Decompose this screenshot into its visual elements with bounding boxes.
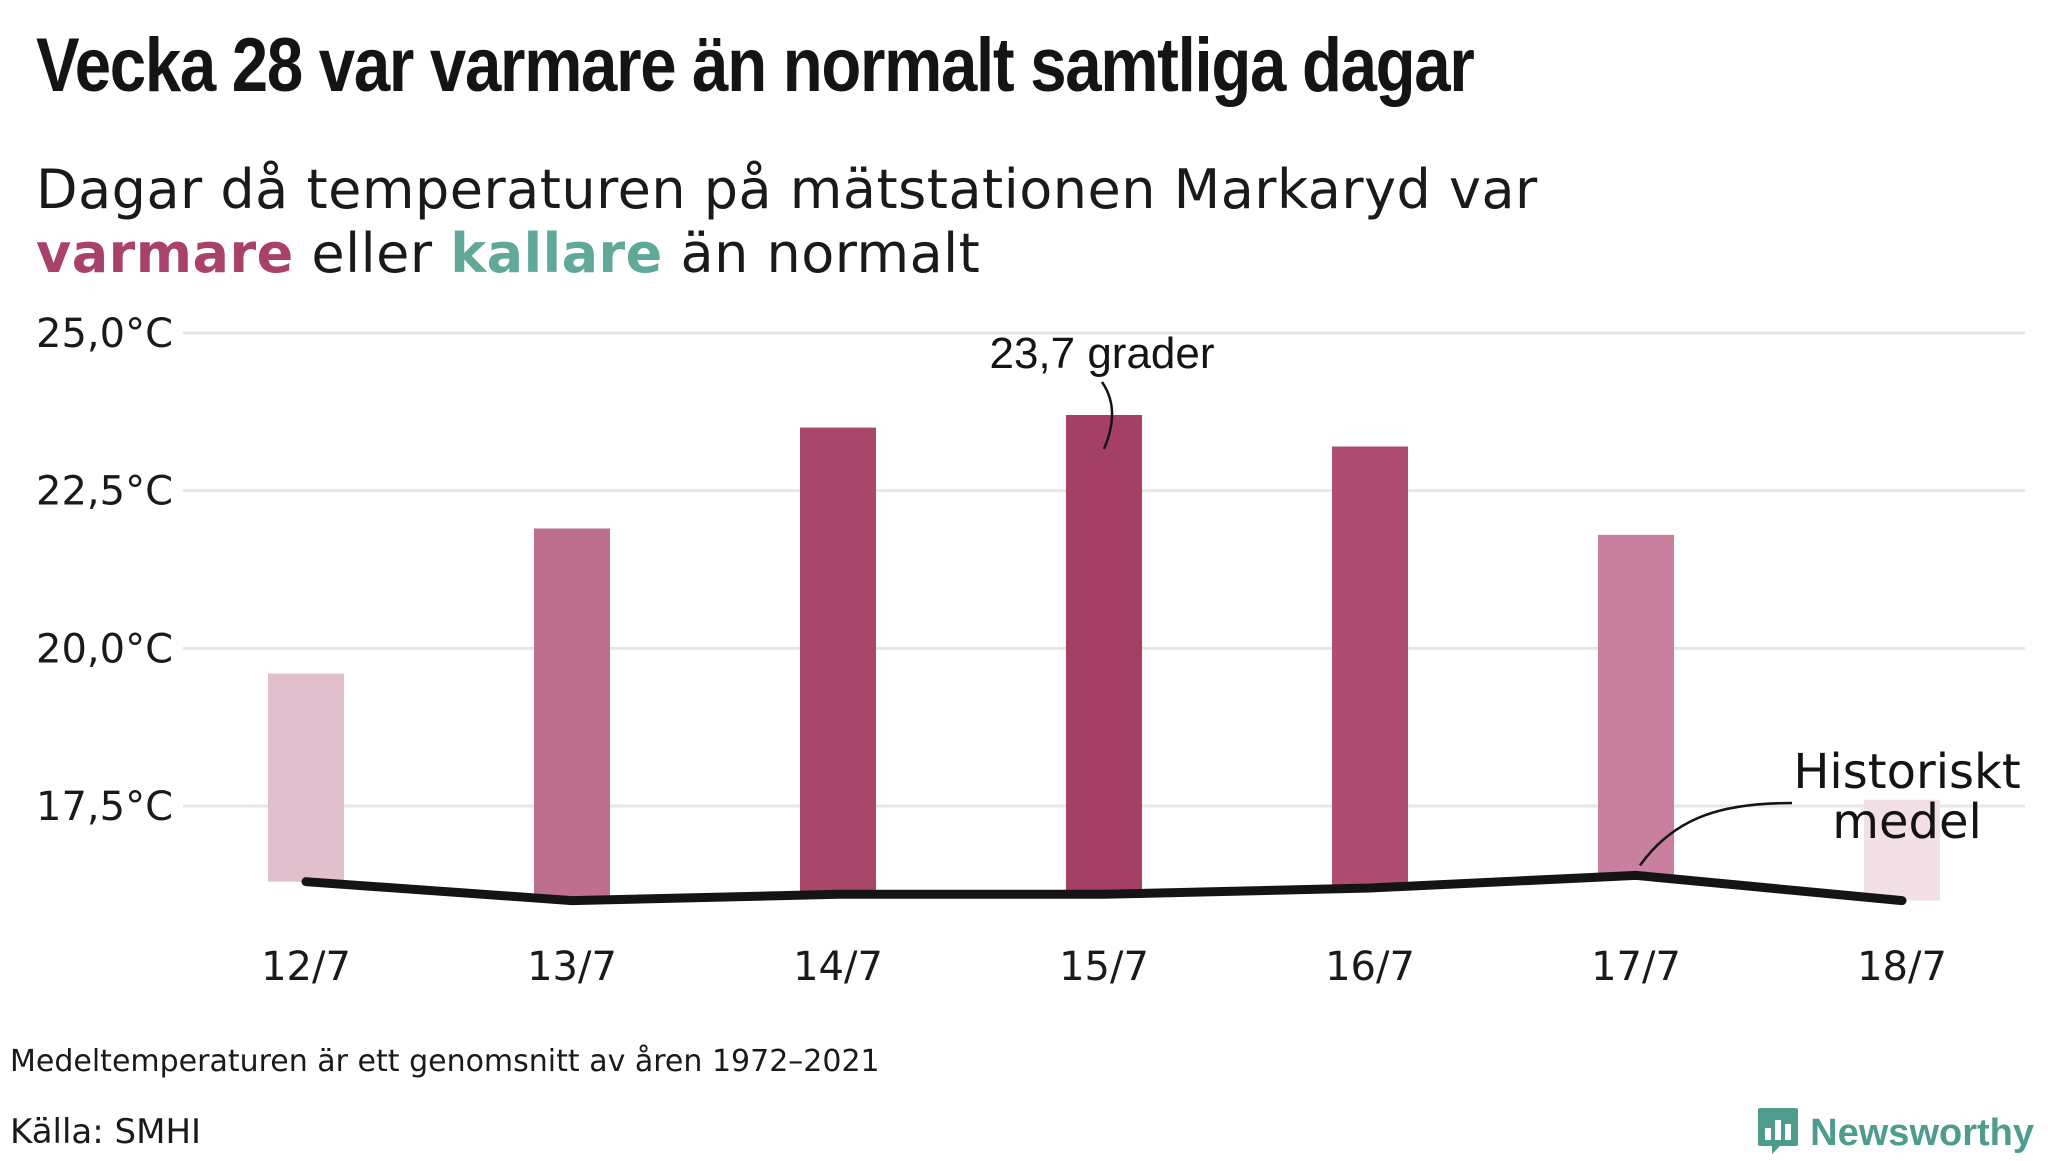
subtitle-line-2: varmare eller kallare än normalt	[36, 222, 1538, 286]
source-label: Källa: SMHI	[10, 1112, 202, 1152]
footnote: Medeltemperaturen är ett genomsnitt av å…	[10, 1044, 880, 1079]
subtitle-cold-word: kallare	[450, 222, 663, 285]
x-tick-label: 13/7	[527, 944, 617, 990]
annotation-average-label-line1: Historiskt	[1793, 744, 2020, 800]
bar	[800, 427, 876, 895]
bar	[534, 528, 610, 901]
subtitle-middle-word: eller	[311, 222, 433, 285]
annotation-average-connector	[1638, 801, 1793, 867]
bars	[268, 414, 1940, 901]
x-tick-label: 12/7	[261, 944, 351, 990]
x-tick-label: 14/7	[793, 944, 883, 990]
bar	[1598, 534, 1674, 876]
bar	[1332, 446, 1408, 888]
subtitle-warm-word: varmare	[36, 222, 294, 285]
x-tick-label: 18/7	[1857, 944, 1947, 990]
y-tick-label: 25,0°C	[36, 311, 173, 357]
chart-subtitle: Dagar då temperaturen på mätstationen Ma…	[36, 158, 1538, 286]
y-tick-label: 22,5°C	[36, 469, 173, 515]
newsworthy-icon	[1756, 1106, 1800, 1161]
average-line-group	[301, 870, 1907, 906]
subtitle-line-1: Dagar då temperaturen på mätstationen Ma…	[36, 158, 1538, 221]
y-tick-label: 20,0°C	[36, 626, 173, 672]
bar	[1066, 414, 1142, 895]
x-axis-ticks: 12/7 13/7 14/7 15/7 16/7 17/7 18/7	[261, 944, 1947, 990]
brand-name: Newsworthy	[1810, 1112, 2034, 1154]
chart-title: Vecka 28 var varmare än normalt samtliga…	[36, 23, 1475, 108]
y-tick-label: 17,5°C	[36, 784, 173, 830]
x-tick-label: 16/7	[1325, 944, 1415, 990]
annotation-max-connector	[1100, 381, 1114, 450]
annotation-average-label-line2: medel	[1832, 794, 1982, 850]
subtitle-end-words: än normalt	[680, 222, 981, 285]
x-tick-label: 17/7	[1591, 944, 1681, 990]
average-line	[301, 870, 1907, 906]
bar	[1864, 799, 1940, 901]
x-tick-label: 15/7	[1059, 944, 1149, 990]
bar	[268, 673, 344, 882]
annotation-max-label: 23,7 grader	[989, 329, 1214, 378]
y-axis-ticks: 17,5°C 20,0°C 22,5°C 25,0°C	[36, 311, 173, 830]
brand-logo: Newsworthy	[1756, 1106, 2034, 1161]
